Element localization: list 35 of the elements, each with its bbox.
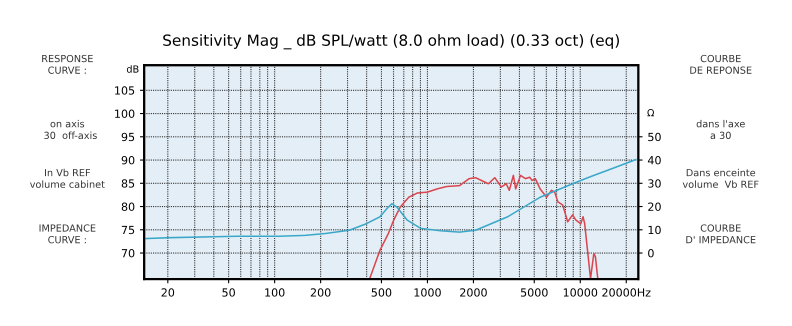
y-tick-label: 70 xyxy=(122,248,134,258)
x-tick-label: 100 xyxy=(265,288,284,297)
y-tick-label: 75 xyxy=(122,226,134,234)
text: IMPEDANCE CURVE : xyxy=(40,224,96,244)
y-tick-label: 85 xyxy=(122,179,134,188)
text: COURBE D' IMPEDANCE xyxy=(686,224,756,244)
x-tick-label: 50 xyxy=(222,288,235,297)
y2-tick-label: 0 xyxy=(648,248,654,258)
y2-tick-label: 10 xyxy=(648,226,661,234)
x-tick-label: 500 xyxy=(372,288,392,297)
y-tick-label: 90 xyxy=(122,156,134,164)
y-tick-label: 105 xyxy=(115,86,134,95)
y-tick-label: 80 xyxy=(122,202,134,211)
text: dans l'axe a 30 xyxy=(696,120,745,140)
x-tick-label: 200 xyxy=(310,288,330,297)
y-tick-label: 95 xyxy=(122,132,134,142)
x-tick-label: 20 xyxy=(162,288,174,297)
y2-axis-title: Ω xyxy=(647,109,654,116)
text: Dans enceinte volume Vb REF xyxy=(682,168,758,188)
x-tick-label: 2000 xyxy=(460,288,487,297)
x-tick-label: 10000 xyxy=(564,288,598,297)
chart-title: Sensitivity Mag _ dB SPL/watt (8.0 ohm load) (0.33 oct) (eq) xyxy=(163,34,619,50)
text: RESPONSE CURVE : xyxy=(42,54,93,74)
y2-tick-label: 20 xyxy=(648,202,661,211)
x-tick-label: 1000 xyxy=(414,288,441,297)
y2-tick-label: 40 xyxy=(648,156,661,164)
text: COURBE DE REPONSE xyxy=(690,54,752,74)
x-tick-label: 20000Hz xyxy=(602,288,651,297)
text: on axis 30 off-axis xyxy=(44,120,97,140)
x-tick-label: 5000 xyxy=(520,288,548,297)
y-tick-label: 100 xyxy=(115,110,134,118)
text: In Vb REF volume cabinet xyxy=(30,168,105,188)
y2-tick-label: 50 xyxy=(648,132,661,142)
y-axis-title: dB xyxy=(126,65,139,73)
y2-tick-label: 30 xyxy=(648,179,661,188)
